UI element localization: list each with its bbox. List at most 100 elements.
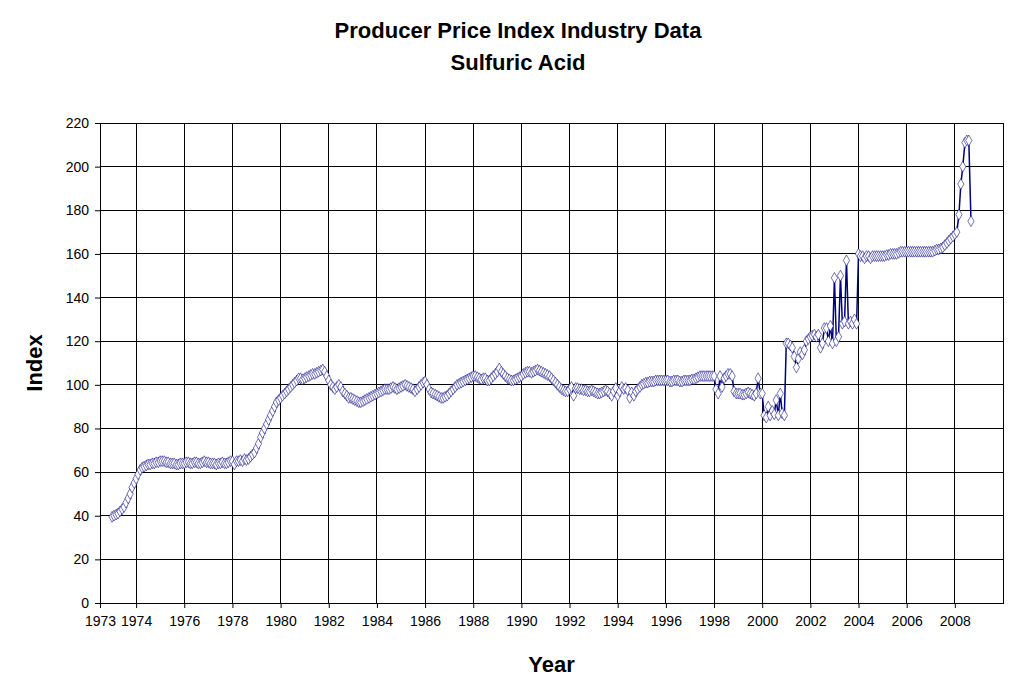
x-tick: 1992 xyxy=(554,603,585,629)
x-tick-label: 2002 xyxy=(795,613,826,629)
x-tick: 2006 xyxy=(892,603,923,629)
y-tick-label: 160 xyxy=(66,246,90,262)
x-grid-line xyxy=(810,123,811,603)
y-tick: 220 xyxy=(66,115,100,131)
x-grid-line xyxy=(954,123,955,603)
y-tick: 100 xyxy=(66,377,100,393)
marker xyxy=(831,272,837,283)
marker xyxy=(958,179,964,190)
marker xyxy=(819,338,825,349)
x-tick-label: 1984 xyxy=(362,613,393,629)
x-tick-label: 2004 xyxy=(843,613,874,629)
x-axis-title: Year xyxy=(528,652,575,677)
x-tick-label: 1990 xyxy=(506,613,537,629)
x-tick-mark xyxy=(184,603,185,608)
y-tick: 140 xyxy=(66,290,100,306)
x-axis-line xyxy=(101,603,1004,604)
x-grid-line xyxy=(136,123,137,603)
x-grid-line xyxy=(328,123,329,603)
y-grid-line xyxy=(100,472,1003,473)
x-grid-line xyxy=(714,123,715,603)
marker xyxy=(843,255,849,266)
title: Producer Price Index Industry Data xyxy=(335,18,703,43)
y-grid-line xyxy=(100,297,1003,298)
chart-container: 1973197419761978198019821984198619881990… xyxy=(0,0,1021,689)
y-grid-line xyxy=(100,428,1003,429)
x-tick-mark xyxy=(762,603,763,608)
y-tick-mark xyxy=(95,254,100,255)
x-tick: 1974 xyxy=(121,603,152,629)
y-tick: 20 xyxy=(73,551,100,567)
y-axis: 020406080100120140160180200220 xyxy=(66,115,101,611)
y-tick-label: 120 xyxy=(66,333,90,349)
y-tick: 0 xyxy=(81,595,100,611)
y-tick-mark xyxy=(95,341,100,342)
background xyxy=(0,0,1021,689)
x-tick-mark xyxy=(136,603,137,608)
y-axis-line xyxy=(100,124,101,604)
x-grid-line xyxy=(425,123,426,603)
x-tick-label: 1996 xyxy=(651,613,682,629)
y-tick-label: 20 xyxy=(73,551,89,567)
x-grid-line xyxy=(521,123,522,603)
marker xyxy=(755,373,761,384)
marker xyxy=(853,318,859,329)
y-tick-label: 200 xyxy=(66,159,90,175)
x-tick: 2002 xyxy=(795,603,826,629)
x-tick-mark xyxy=(955,603,956,608)
x-tick: 1998 xyxy=(699,603,730,629)
x-tick-mark xyxy=(100,603,101,608)
marker xyxy=(759,388,765,399)
x-tick: 1978 xyxy=(217,603,248,629)
marker xyxy=(960,161,966,172)
x-tick-label: 1998 xyxy=(699,613,730,629)
marker xyxy=(835,331,841,342)
x-tick-mark xyxy=(329,603,330,608)
x-tick-mark xyxy=(473,603,474,608)
x-tick-label: 1986 xyxy=(410,613,441,629)
x-grid-line xyxy=(569,123,570,603)
y-tick: 60 xyxy=(73,464,100,480)
x-tick-label: 1992 xyxy=(554,613,585,629)
x-tick-mark xyxy=(281,603,282,608)
y-tick-label: 220 xyxy=(66,115,90,131)
x-grid-line xyxy=(232,123,233,603)
x-tick-label: 2006 xyxy=(892,613,923,629)
marker xyxy=(827,320,833,331)
data-layer xyxy=(109,135,974,522)
x-tick-mark xyxy=(714,603,715,608)
y-tick-mark xyxy=(95,472,100,473)
x-grid-line xyxy=(473,123,474,603)
y-tick-mark xyxy=(95,123,100,124)
x-tick-label: 1994 xyxy=(603,613,634,629)
x-tick: 1996 xyxy=(651,603,682,629)
y-grid-line xyxy=(100,515,1003,516)
x-tick: 1980 xyxy=(266,603,297,629)
x-tick-label: 1988 xyxy=(458,613,489,629)
x-tick-mark xyxy=(377,603,378,608)
y-grid-line xyxy=(100,559,1003,560)
y-tick-mark xyxy=(95,167,100,168)
y-tick-mark xyxy=(95,516,100,517)
y-tick: 120 xyxy=(66,333,100,349)
x-tick: 2000 xyxy=(747,603,778,629)
x-tick-mark xyxy=(859,603,860,608)
x-tick-label: 2000 xyxy=(747,613,778,629)
x-grid-line xyxy=(858,123,859,603)
y-tick-label: 80 xyxy=(73,420,89,436)
marker xyxy=(954,227,960,238)
y-tick-mark xyxy=(95,385,100,386)
x-tick-mark xyxy=(666,603,667,608)
x-tick-mark xyxy=(907,603,908,608)
x-axis: 1973197419761978198019821984198619881990… xyxy=(85,603,1004,629)
marker xyxy=(966,135,972,146)
x-tick-mark xyxy=(618,603,619,608)
x-tick-label: 1978 xyxy=(217,613,248,629)
marker xyxy=(968,216,974,227)
x-tick: 1986 xyxy=(410,603,441,629)
x-tick-label: 1982 xyxy=(314,613,345,629)
y-tick: 160 xyxy=(66,246,100,262)
y-tick-label: 180 xyxy=(66,202,90,218)
x-tick-mark xyxy=(521,603,522,608)
marker xyxy=(777,388,783,399)
